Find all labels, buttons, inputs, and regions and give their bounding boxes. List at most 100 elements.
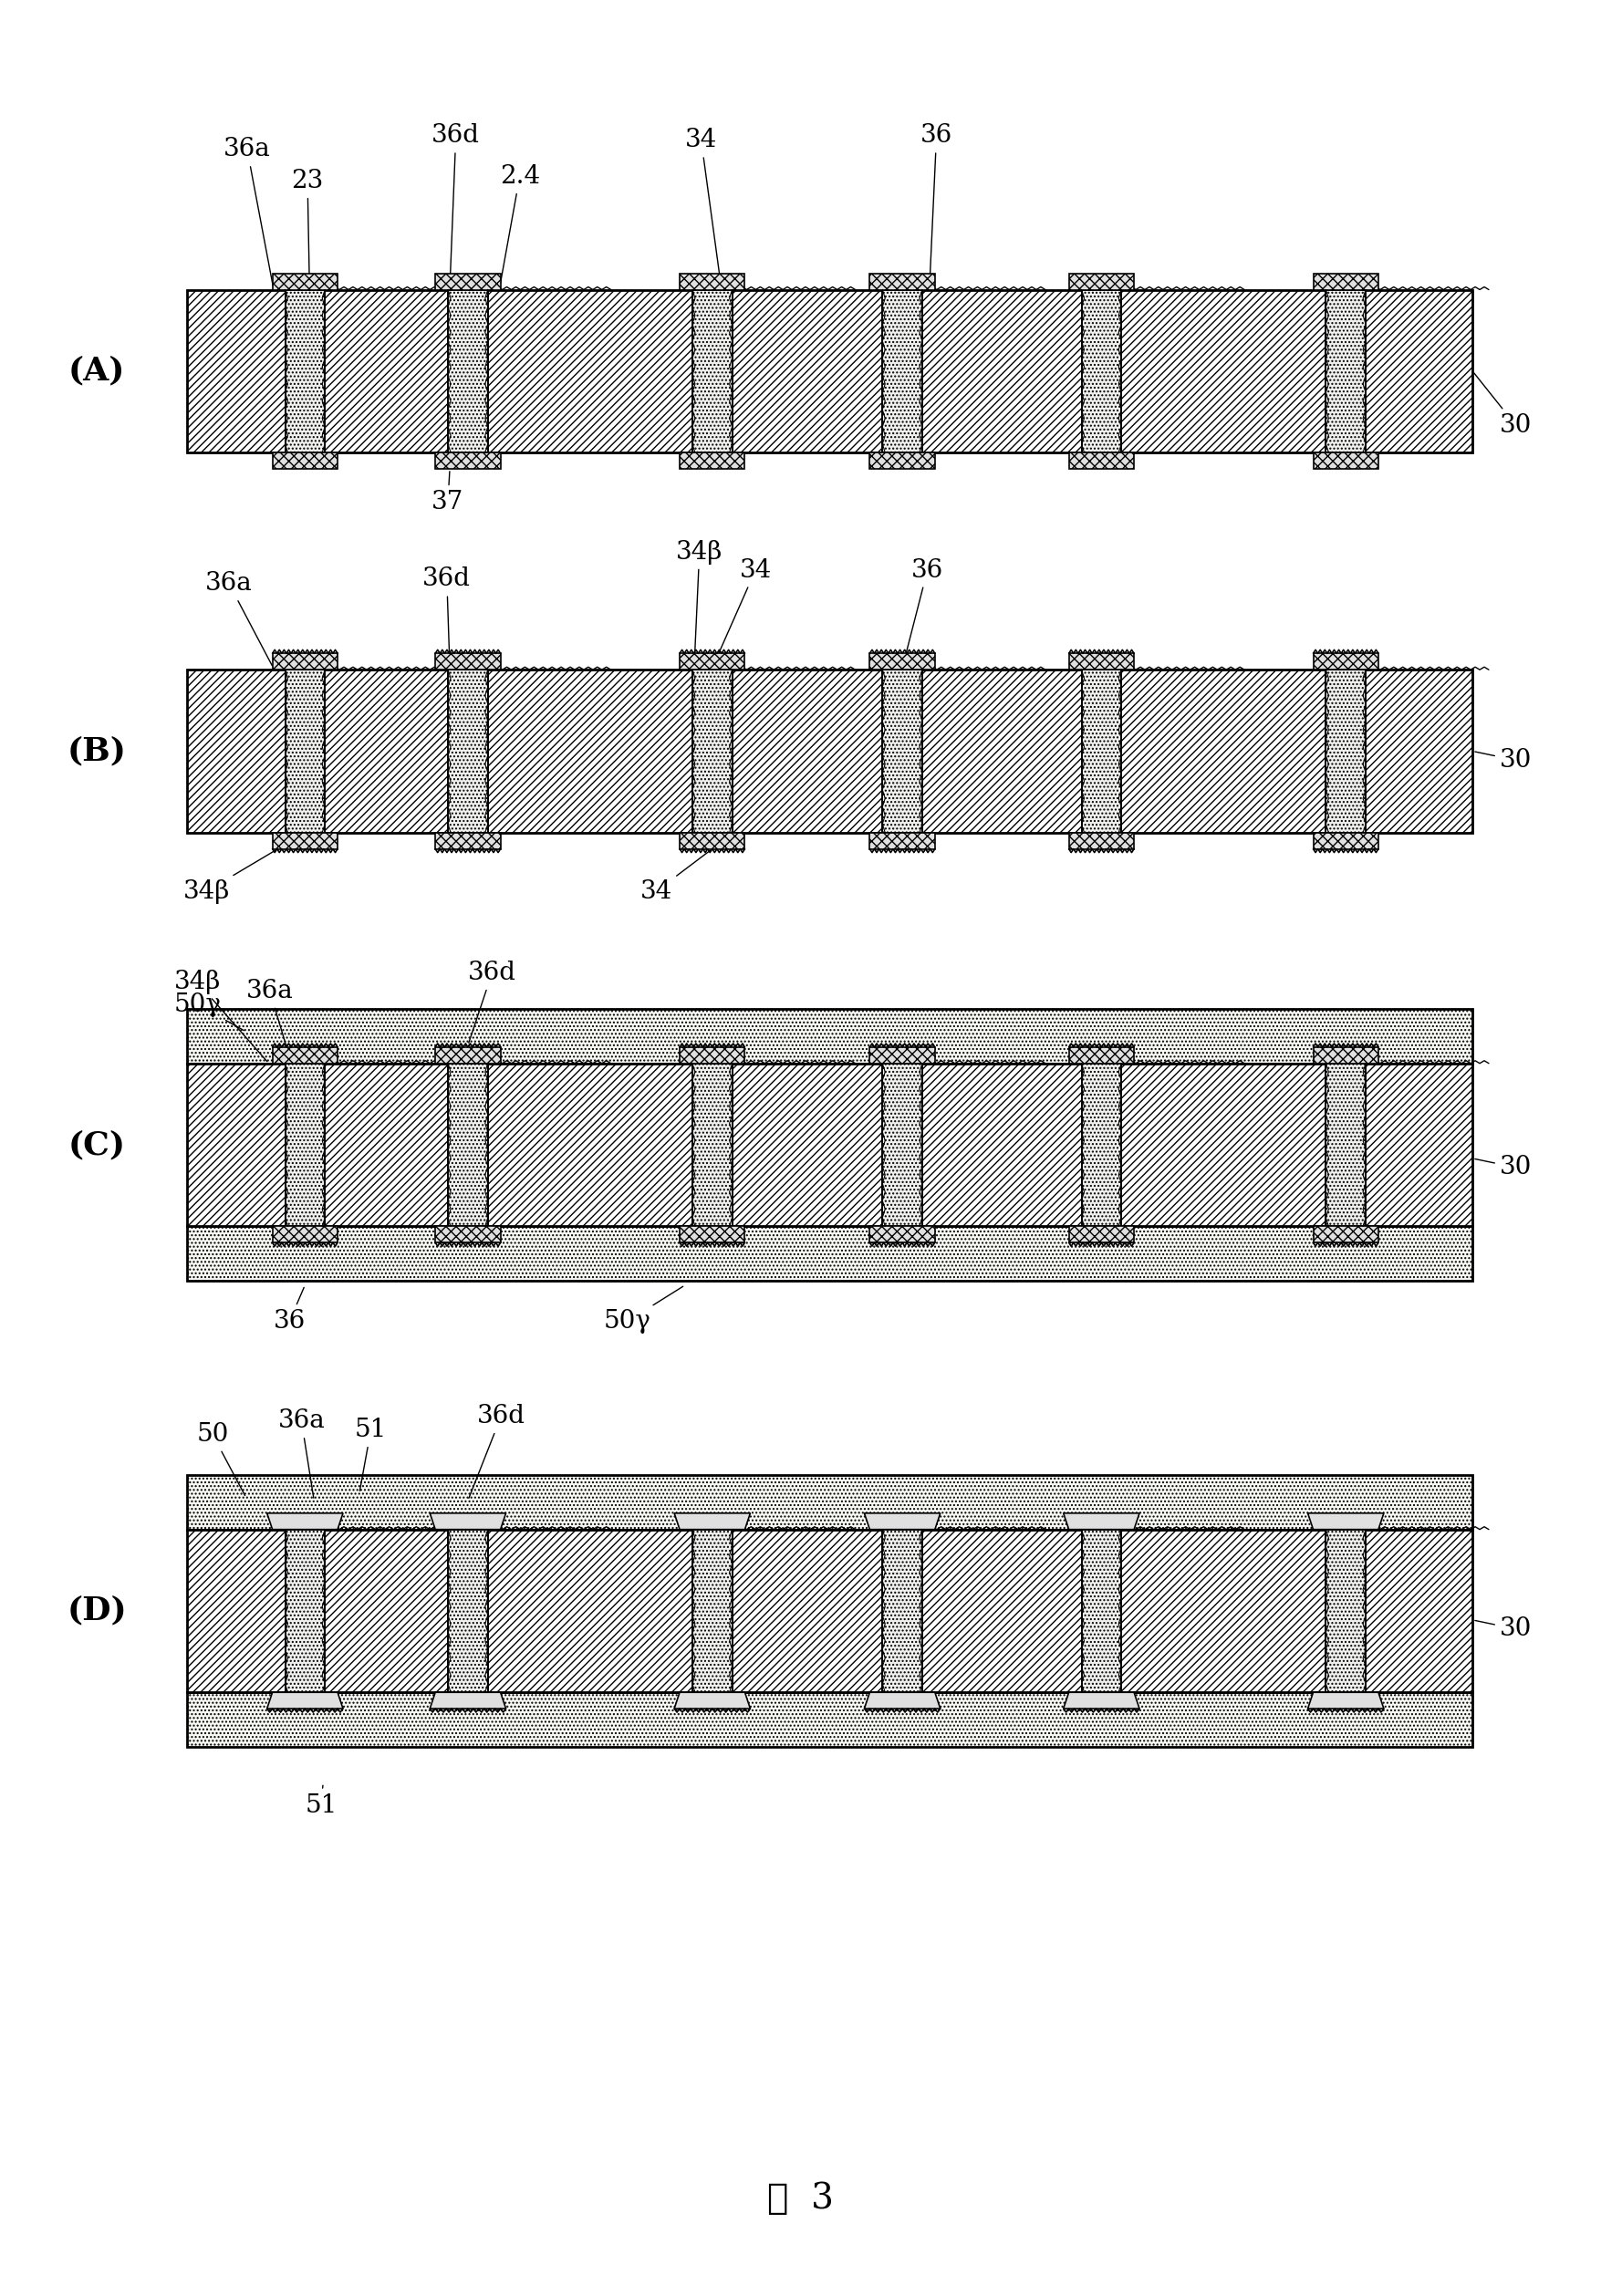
Text: 2.4: 2.4 <box>500 165 540 285</box>
Bar <box>1326 1063 1366 1226</box>
Bar <box>869 833 935 850</box>
Bar <box>1313 654 1378 670</box>
Polygon shape <box>431 1513 506 1529</box>
Polygon shape <box>865 1513 940 1529</box>
Polygon shape <box>1063 1513 1140 1529</box>
Polygon shape <box>267 1692 343 1708</box>
Polygon shape <box>674 1692 751 1708</box>
Bar <box>882 670 922 833</box>
Bar <box>285 1063 325 1226</box>
Text: 36a: 36a <box>279 1407 325 1497</box>
Bar <box>869 654 935 670</box>
Bar <box>1313 833 1378 850</box>
Bar <box>1069 833 1134 850</box>
Bar <box>285 1529 325 1692</box>
Bar <box>882 289 922 452</box>
Bar <box>435 654 501 670</box>
Bar <box>1313 1226 1378 1242</box>
Polygon shape <box>431 1692 506 1708</box>
Bar <box>187 1692 1473 1747</box>
Polygon shape <box>267 1513 343 1529</box>
Bar <box>1326 289 1366 452</box>
Text: 30: 30 <box>1475 372 1532 439</box>
Text: 36: 36 <box>903 558 943 666</box>
Bar <box>869 273 935 289</box>
Bar <box>448 1063 488 1226</box>
Bar <box>435 1226 501 1242</box>
Bar <box>692 289 732 452</box>
Bar <box>1082 670 1121 833</box>
Bar <box>692 1529 732 1692</box>
Polygon shape <box>1063 1692 1140 1708</box>
Text: 36: 36 <box>274 1288 306 1334</box>
Text: 30: 30 <box>1475 1155 1532 1180</box>
Text: (B): (B) <box>67 735 126 767</box>
Bar <box>869 1226 935 1242</box>
Polygon shape <box>865 1692 940 1708</box>
Bar <box>272 273 338 289</box>
Bar <box>680 654 744 670</box>
Text: 51: 51 <box>355 1417 387 1490</box>
Text: 50: 50 <box>197 1421 245 1495</box>
Bar <box>1069 452 1134 468</box>
Bar <box>1313 1047 1378 1063</box>
Bar <box>272 833 338 850</box>
Text: 36d: 36d <box>467 960 516 1042</box>
Bar <box>680 833 744 850</box>
Bar <box>435 833 501 850</box>
Bar <box>869 452 935 468</box>
Bar <box>1082 1529 1121 1692</box>
Text: 34β: 34β <box>175 969 267 1061</box>
Text: 36a: 36a <box>205 572 272 666</box>
Bar <box>187 1008 1473 1063</box>
Bar <box>1313 452 1378 468</box>
Text: 30: 30 <box>1475 1616 1532 1642</box>
Bar <box>285 289 325 452</box>
Polygon shape <box>674 1513 751 1529</box>
Bar <box>272 452 338 468</box>
Text: 34: 34 <box>640 850 711 905</box>
Bar <box>187 1063 1473 1226</box>
Bar <box>1069 1226 1134 1242</box>
Bar <box>187 1226 1473 1281</box>
Bar <box>187 1529 1473 1692</box>
Bar <box>435 1047 501 1063</box>
Bar <box>272 654 338 670</box>
Text: (D): (D) <box>67 1596 126 1626</box>
Text: 37: 37 <box>432 471 464 514</box>
Text: (A): (A) <box>69 356 125 386</box>
Bar <box>692 670 732 833</box>
Bar <box>187 670 1473 833</box>
Text: 50γ: 50γ <box>175 992 243 1031</box>
Text: 34β: 34β <box>676 540 722 666</box>
Bar <box>680 1226 744 1242</box>
Text: 36a: 36a <box>247 978 293 1061</box>
Text: 51: 51 <box>306 1786 338 1818</box>
Polygon shape <box>1308 1513 1383 1529</box>
Bar <box>448 670 488 833</box>
Bar <box>1326 1529 1366 1692</box>
Bar <box>272 1047 338 1063</box>
Bar <box>187 289 1473 452</box>
Bar <box>692 1063 732 1226</box>
Bar <box>448 1529 488 1692</box>
Bar <box>272 1226 338 1242</box>
Bar <box>1069 1047 1134 1063</box>
Text: 36: 36 <box>921 124 953 285</box>
Bar <box>680 452 744 468</box>
Text: 36d: 36d <box>469 1405 525 1497</box>
Text: 34β: 34β <box>183 850 275 905</box>
Bar <box>882 1063 922 1226</box>
Text: 50γ: 50γ <box>604 1286 684 1334</box>
Bar <box>1082 1063 1121 1226</box>
Bar <box>435 273 501 289</box>
Bar <box>285 670 325 833</box>
Text: (C): (C) <box>69 1130 125 1159</box>
Bar <box>1326 670 1366 833</box>
Text: 36d: 36d <box>423 567 471 666</box>
Text: 30: 30 <box>1475 748 1532 771</box>
Bar <box>680 273 744 289</box>
Text: 23: 23 <box>291 168 323 285</box>
Text: 36a: 36a <box>224 138 272 285</box>
Bar <box>1313 273 1378 289</box>
